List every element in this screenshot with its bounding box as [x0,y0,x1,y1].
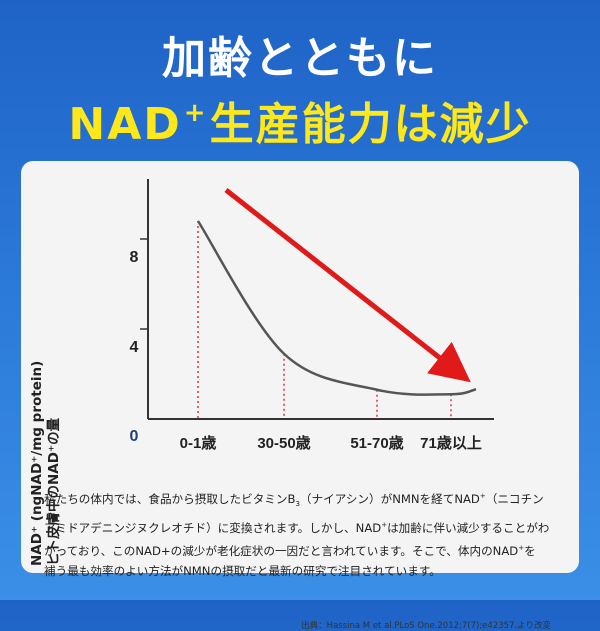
trend-arrow [224,188,471,383]
description-paragraph: 私たちの体内では、食品から摂取したビタミンB3（ナイアシン）がNMNを経てNAD… [44,486,564,582]
y-tick-label: 4 [130,339,139,356]
headline-plus: + [183,98,208,128]
description-line-4: 補う最も効率のよい方法がNMNの摂取だと最新の研究で注目されています。 [44,564,441,579]
headline-line2: NAD+生産能力は減少 [0,88,600,152]
x-tick-label: 0-1歳 [180,434,217,452]
headline-suffix: 生産能力は減少 [209,99,532,150]
headline-line1: 加齢とともに [162,33,438,84]
headline-nad: NAD [68,99,182,150]
description-line-1: 私たちの体内では、食品から摂取したビタミンB3（ナイアシン）がNMNを経てNAD… [44,491,544,509]
x-tick-label: 30-50歳 [257,434,310,452]
chart-card: 0 4 8 0-1歳 30-50歳 51-70歳 71歳以上 NAD⁺ (ngNAD⁺/mg… [21,161,579,631]
source-citation: 出典：Hassina M et al.PLoS One.2012;7(7);e4… [301,621,551,631]
y-tick-label: 0 [130,428,139,445]
description-line-2: アミドアデニンジヌクレオチド）に変換されます。しかし、NAD+は加齢に伴い減少す… [44,520,550,535]
nad-chart: 0 4 8 0-1歳 30-50歳 51-70歳 71歳以上 [130,179,494,452]
y-tick-label: 8 [130,249,139,266]
x-tick-label: 51-70歳 [350,434,403,452]
nad-curve [196,220,477,396]
description-line-3: かっており、このNAD+の減少が老化症状の一因だと言われています。そこで、体内の… [44,543,536,558]
x-tick-label: 71歳以上 [420,434,482,452]
